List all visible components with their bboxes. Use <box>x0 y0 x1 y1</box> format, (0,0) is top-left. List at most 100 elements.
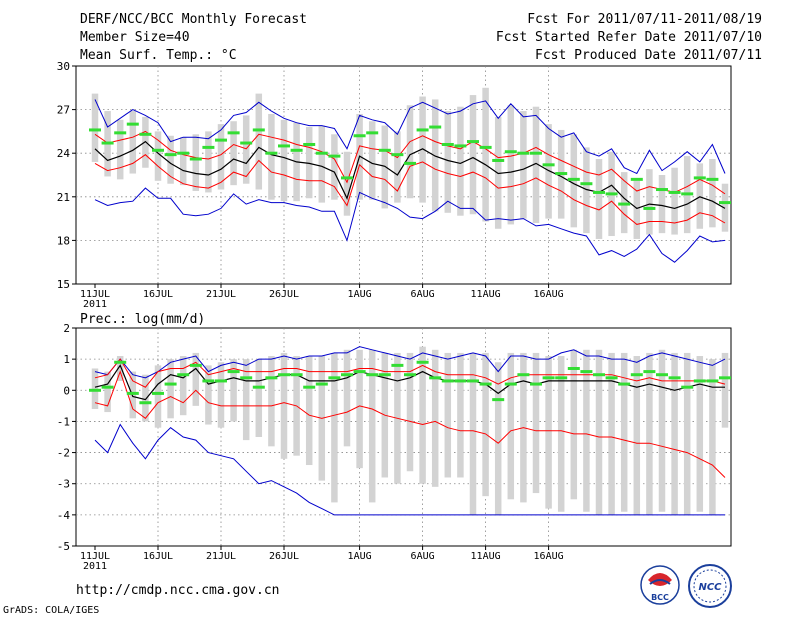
x-tick-label: 11AUG <box>471 551 501 562</box>
ensemble-box <box>230 359 237 422</box>
ensemble-box <box>469 352 477 515</box>
max-line <box>94 346 726 379</box>
ensemble-box <box>444 111 452 213</box>
precipitation-panel: -5 -4 -3 -2 -1 0 1 2 11JUL 16JUL 21JUL 26JUL 1AUG 6AU… <box>57 322 732 572</box>
ensemble-box <box>520 111 527 219</box>
ensemble-box <box>494 362 502 515</box>
ensemble-box <box>167 135 174 184</box>
ncc-logo: NCC <box>688 564 732 608</box>
lower-spread-line <box>94 154 726 225</box>
x-tick-label: 21JUL <box>206 551 236 562</box>
ensemble-box <box>318 125 326 203</box>
produced-date-label: Fcst Produced Date 2011/07/11 <box>535 48 762 63</box>
ensemble-box <box>104 371 111 413</box>
ensemble-box <box>343 151 351 216</box>
y-tick-label: 2 <box>63 322 70 335</box>
x-tick-label: 26JUL <box>269 551 299 562</box>
ensemble-box <box>268 356 275 447</box>
ensemble-box <box>205 131 212 193</box>
ensemble-box <box>192 352 200 406</box>
ensemble-box <box>406 352 414 472</box>
ensemble-box <box>431 349 439 487</box>
ensemble-box <box>570 349 578 500</box>
y-tick-label: 27 <box>57 104 70 117</box>
x-tick-label: 6AUG <box>411 289 435 300</box>
ensemble-box <box>620 352 628 512</box>
y-tick-label: 30 <box>57 60 70 73</box>
ensemble-box <box>179 356 187 416</box>
ensemble-box <box>646 352 653 515</box>
ensemble-box <box>709 159 716 228</box>
ensemble-box <box>633 356 641 515</box>
ensemble-box <box>709 359 716 515</box>
ensemble-box <box>242 115 250 184</box>
ensemble-box <box>205 365 212 425</box>
ensemble-box <box>280 352 288 459</box>
x-year-label: 2011 <box>83 561 107 572</box>
ensemble-box <box>331 134 338 200</box>
ensemble-box <box>179 137 187 186</box>
ensemble-box <box>154 365 162 428</box>
ensemble-box <box>394 131 401 203</box>
ensemble-box <box>305 127 313 199</box>
ensemble-box <box>305 356 313 466</box>
ensemble-box <box>217 362 225 428</box>
ensemble-box <box>469 95 477 215</box>
ensemble-box <box>532 352 540 494</box>
ensemble-box <box>343 349 351 447</box>
y-tick-label: -4 <box>57 509 71 522</box>
y-tick-label: -3 <box>57 478 70 491</box>
y-tick-label: 0 <box>63 384 70 397</box>
ensemble-box <box>608 352 615 515</box>
ensemble-box <box>419 96 426 203</box>
ensemble-box <box>129 111 137 174</box>
ncc-logo-text: NCC <box>698 582 722 593</box>
ensemble-box <box>507 105 515 225</box>
x-tick-label: 16AUG <box>534 289 564 300</box>
ensemble-box <box>457 106 464 216</box>
y-tick-label: 15 <box>57 278 70 291</box>
source-url: http://cmdp.ncc.cma.gov.cn <box>76 583 280 598</box>
temperature-panel: 15 18 21 24 27 30 11JUL 16JUL 21JUL 26JUL 1AUG 6AUG… <box>57 60 732 310</box>
ensemble-box <box>583 147 590 234</box>
ensemble-box <box>658 175 666 234</box>
y-tick-label: -5 <box>57 540 70 553</box>
ensemble-box <box>696 356 704 512</box>
ensemble-box <box>242 359 250 441</box>
ensemble-box <box>545 124 552 219</box>
ensemble-box <box>167 359 174 419</box>
ensemble-box <box>406 105 414 199</box>
ensemble-box <box>444 352 452 478</box>
x-tick-label: 21JUL <box>206 289 236 300</box>
y-tick-label: 1 <box>63 353 70 366</box>
x-tick-label: 16AUG <box>534 551 564 562</box>
x-tick-label: 16JUL <box>143 551 173 562</box>
max-line <box>94 99 726 175</box>
figure-title: DERF/NCC/BCC Monthly Forecast <box>80 12 307 27</box>
ensemble-box <box>368 349 376 503</box>
ensemble-box <box>91 368 99 409</box>
ensemble-box <box>280 119 288 202</box>
ensemble-box <box>545 356 552 509</box>
ensemble-box <box>255 93 263 190</box>
x-tick-label: 6AUG <box>411 551 435 562</box>
ensemble-box <box>721 183 729 232</box>
started-refer-date-label: Fcst Started Refer Date 2011/07/10 <box>496 30 762 45</box>
ensemble-box <box>217 124 225 190</box>
ensemble-box <box>142 374 149 422</box>
ensemble-box <box>356 349 363 469</box>
y-tick-label: 21 <box>57 191 70 204</box>
x-tick-label: 1AUG <box>348 289 372 300</box>
ensemble-box <box>482 87 489 222</box>
x-tick-label: 11JUL <box>80 551 110 562</box>
min-line <box>94 423 725 516</box>
ensemble-box <box>595 349 603 515</box>
x-tick-label: 16JUL <box>143 289 173 300</box>
member-size-label: Member Size=40 <box>80 30 190 45</box>
ensemble-box <box>331 352 338 503</box>
y-tick-label: 18 <box>57 234 70 247</box>
ensemble-box <box>419 346 426 484</box>
x-tick-label: 11JUL <box>80 289 110 300</box>
ensemble-box <box>683 352 691 515</box>
